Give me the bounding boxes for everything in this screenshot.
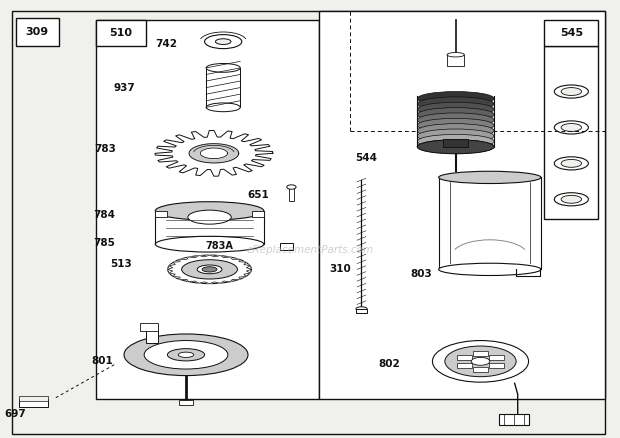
Ellipse shape <box>182 260 237 279</box>
Ellipse shape <box>439 171 541 184</box>
Ellipse shape <box>417 92 494 106</box>
Text: 310: 310 <box>329 265 351 274</box>
Text: 803: 803 <box>410 269 433 279</box>
Bar <box>155 211 167 217</box>
Ellipse shape <box>155 237 264 252</box>
Text: 651: 651 <box>247 190 269 200</box>
Ellipse shape <box>417 108 494 122</box>
Bar <box>19 399 48 407</box>
Ellipse shape <box>561 88 582 95</box>
Ellipse shape <box>144 341 228 369</box>
Ellipse shape <box>417 140 494 154</box>
Bar <box>457 363 472 368</box>
Text: 783: 783 <box>94 144 117 154</box>
Ellipse shape <box>167 255 252 284</box>
Text: 937: 937 <box>113 83 135 92</box>
Text: 544: 544 <box>355 153 377 162</box>
Bar <box>356 309 367 313</box>
Ellipse shape <box>188 210 231 224</box>
Ellipse shape <box>202 267 217 272</box>
Ellipse shape <box>417 102 494 116</box>
Text: 785: 785 <box>93 238 115 248</box>
Ellipse shape <box>124 334 248 376</box>
Ellipse shape <box>206 64 241 72</box>
Ellipse shape <box>216 39 231 45</box>
Ellipse shape <box>554 121 588 134</box>
Text: 802: 802 <box>378 359 401 368</box>
Bar <box>280 243 293 250</box>
Ellipse shape <box>356 307 367 311</box>
Bar <box>544 20 598 46</box>
Ellipse shape <box>197 265 222 274</box>
Bar <box>489 355 504 360</box>
Ellipse shape <box>561 159 582 167</box>
Text: 783A: 783A <box>206 241 233 251</box>
Text: eReplacementParts.com: eReplacementParts.com <box>246 245 374 254</box>
Ellipse shape <box>286 185 296 189</box>
Bar <box>252 211 264 217</box>
Ellipse shape <box>417 113 494 127</box>
Ellipse shape <box>561 195 582 203</box>
Bar <box>96 20 319 399</box>
Ellipse shape <box>179 352 193 357</box>
Ellipse shape <box>417 140 494 154</box>
Ellipse shape <box>417 124 494 138</box>
Text: 510: 510 <box>109 28 133 38</box>
Ellipse shape <box>417 97 494 111</box>
Ellipse shape <box>417 134 494 148</box>
Bar <box>16 18 59 46</box>
Bar <box>206 68 240 107</box>
Polygon shape <box>155 131 273 176</box>
Bar <box>439 177 541 269</box>
Ellipse shape <box>205 35 242 49</box>
Ellipse shape <box>445 346 516 377</box>
Ellipse shape <box>561 124 582 131</box>
Ellipse shape <box>439 263 541 276</box>
Text: 309: 309 <box>25 27 49 37</box>
Ellipse shape <box>447 53 464 57</box>
Bar <box>96 20 146 46</box>
Polygon shape <box>167 255 252 284</box>
Ellipse shape <box>167 349 205 361</box>
Bar <box>179 400 193 405</box>
Bar <box>544 46 598 219</box>
Ellipse shape <box>554 193 588 206</box>
Text: 742: 742 <box>155 39 177 49</box>
Bar <box>19 396 48 401</box>
Bar <box>319 11 604 399</box>
Ellipse shape <box>155 201 264 220</box>
Text: 697: 697 <box>4 409 27 419</box>
Bar <box>473 351 488 356</box>
Ellipse shape <box>554 85 588 98</box>
Bar <box>289 187 294 201</box>
Bar <box>447 55 464 66</box>
Text: 801: 801 <box>91 357 113 366</box>
Bar <box>140 323 158 331</box>
Bar <box>473 367 488 372</box>
Polygon shape <box>200 148 228 159</box>
Bar <box>489 363 504 368</box>
Bar <box>443 139 468 147</box>
Ellipse shape <box>206 103 241 112</box>
Bar <box>457 355 472 360</box>
Ellipse shape <box>433 341 528 382</box>
Bar <box>499 414 529 425</box>
Polygon shape <box>189 144 239 163</box>
Ellipse shape <box>471 357 490 365</box>
Text: 545: 545 <box>560 28 583 38</box>
Ellipse shape <box>417 129 494 143</box>
Ellipse shape <box>417 118 494 132</box>
Text: 784: 784 <box>93 210 115 219</box>
Text: 513: 513 <box>110 259 133 269</box>
Ellipse shape <box>554 157 588 170</box>
Bar <box>146 325 158 343</box>
